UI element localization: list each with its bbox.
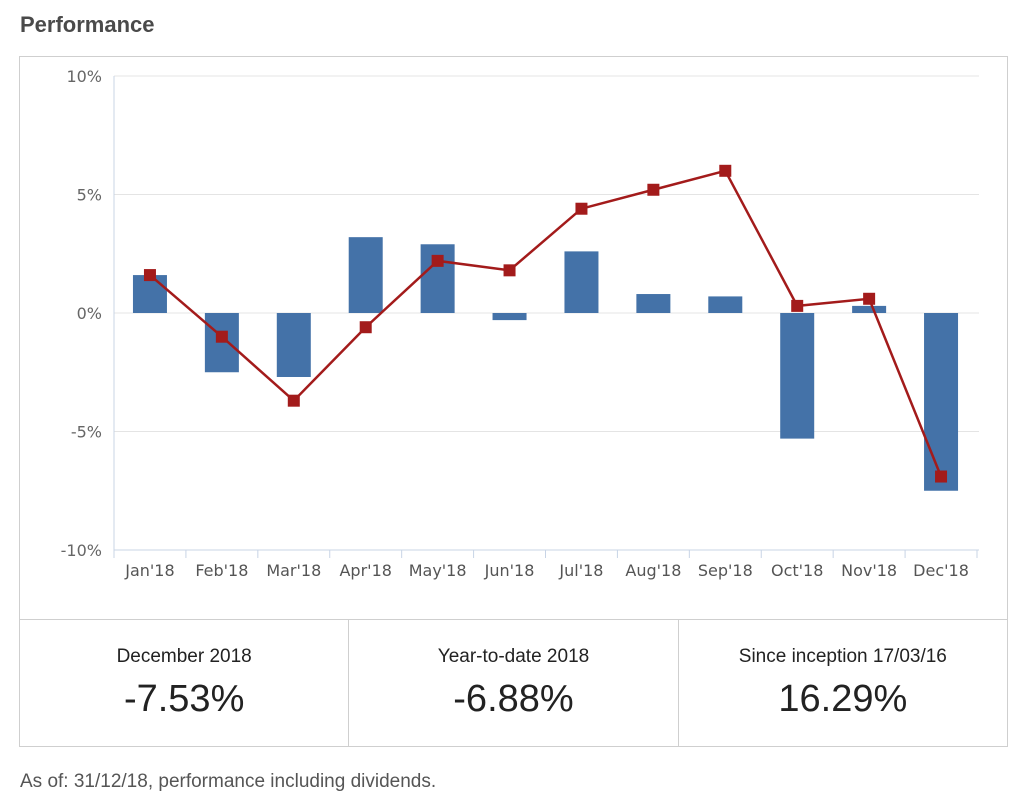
bar — [420, 244, 455, 313]
line-point — [431, 254, 444, 267]
x-tick-label: Mar'18 — [266, 561, 321, 580]
bar — [348, 237, 383, 313]
bar — [636, 294, 671, 313]
line-point — [287, 394, 300, 407]
y-tick-label: -10% — [61, 541, 102, 560]
bar — [492, 313, 527, 321]
bar — [564, 251, 599, 313]
performance-chart: 10% 5% 0% -5% -10% Jan'18 Feb'18 Mar'18 Apr'18 Ma… — [61, 67, 979, 580]
bar — [852, 305, 887, 313]
line-point — [647, 183, 660, 196]
x-tick-label: Aug'18 — [625, 561, 681, 580]
x-tick-label: Jul'18 — [558, 561, 603, 580]
stats-row: December 2018 -7.53% Year-to-date 2018 -… — [20, 619, 1007, 747]
line-point — [935, 470, 948, 483]
x-tick-label: Nov'18 — [841, 561, 897, 580]
series-line — [149, 169, 943, 477]
bar — [708, 296, 743, 313]
footnote: As of: 31/12/18, performance including d… — [20, 771, 437, 792]
performance-panel: 10% 5% 0% -5% -10% Jan'18 Feb'18 Mar'18 Apr'18 Ma… — [19, 56, 1008, 747]
stat-value: -7.53% — [123, 678, 245, 720]
x-tick-label: Oct'18 — [771, 561, 823, 580]
line-point — [575, 202, 588, 215]
stat-label: December 2018 — [116, 646, 252, 667]
stat-value: 16.29% — [778, 678, 908, 720]
bar — [780, 313, 815, 439]
bar — [924, 313, 959, 491]
y-tick-label: 5% — [77, 186, 102, 205]
stat-label: Year-to-date 2018 — [437, 646, 590, 667]
line-point — [863, 292, 876, 305]
x-tick-label: Dec'18 — [913, 561, 969, 580]
line-point — [503, 264, 516, 277]
line-point — [215, 330, 228, 343]
stat-december: December 2018 -7.53% — [20, 620, 350, 747]
y-tick-label: 0% — [77, 304, 102, 323]
line-point — [359, 321, 372, 334]
stat-since-inception: Since inception 17/03/16 16.29% — [679, 620, 1007, 747]
stat-label: Since inception 17/03/16 — [738, 646, 947, 667]
x-tick-label: Jun'18 — [484, 561, 535, 580]
y-tick-label: -5% — [71, 423, 102, 442]
x-tick-label: Sep'18 — [698, 561, 753, 580]
stat-ytd: Year-to-date 2018 -6.88% — [349, 620, 679, 747]
bar — [132, 275, 167, 313]
x-tick-label: May'18 — [409, 561, 467, 580]
x-tick-label: Jan'18 — [124, 561, 174, 580]
x-tick-label: Feb'18 — [195, 561, 248, 580]
stat-value: -6.88% — [453, 678, 574, 720]
bar — [276, 313, 311, 377]
x-tick-label: Apr'18 — [339, 561, 391, 580]
line-point — [143, 269, 156, 282]
y-tick-label: 10% — [66, 67, 102, 86]
line-point — [719, 164, 732, 177]
page-title: Performance — [20, 12, 155, 37]
line-point — [791, 299, 804, 312]
